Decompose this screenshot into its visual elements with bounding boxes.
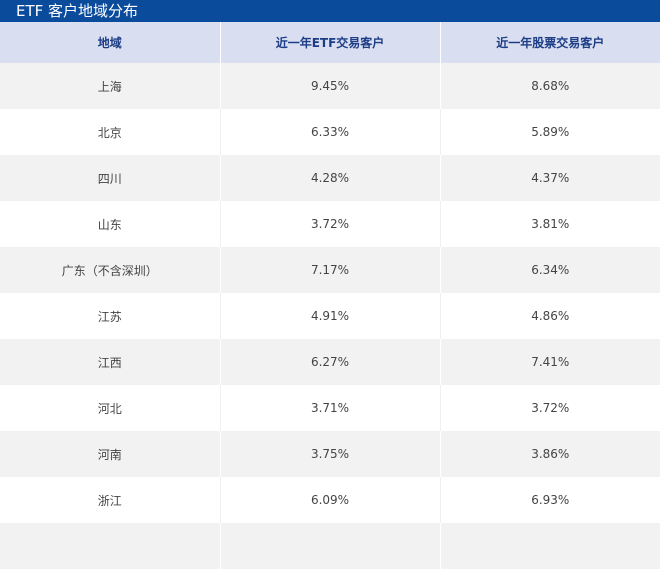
table-row: 北京 6.33% 5.89% xyxy=(0,109,660,155)
cell-region: 山东 xyxy=(0,201,221,247)
table-row: 河南 3.75% 3.86% xyxy=(0,431,660,477)
cell-etf: 6.27% xyxy=(220,339,441,385)
table-row-partial xyxy=(0,523,660,569)
region-distribution-table: 地域 近一年ETF交易客户 近一年股票交易客户 上海 9.45% 8.68% 北… xyxy=(0,22,660,569)
cell-etf: 3.75% xyxy=(220,431,441,477)
table-row: 山东 3.72% 3.81% xyxy=(0,201,660,247)
cell-stock xyxy=(440,523,660,569)
cell-region: 江苏 xyxy=(0,293,221,339)
cell-stock: 4.86% xyxy=(440,293,660,339)
cell-etf: 6.09% xyxy=(220,477,441,523)
cell-stock: 6.34% xyxy=(440,247,660,293)
header-row: 地域 近一年ETF交易客户 近一年股票交易客户 xyxy=(0,22,660,63)
table-row: 江苏 4.91% 4.86% xyxy=(0,293,660,339)
cell-etf xyxy=(220,523,441,569)
table-header: 地域 近一年ETF交易客户 近一年股票交易客户 xyxy=(0,22,660,63)
cell-region xyxy=(0,523,221,569)
cell-etf: 3.72% xyxy=(220,201,441,247)
table-row: 河北 3.71% 3.72% xyxy=(0,385,660,431)
cell-stock: 3.86% xyxy=(440,431,660,477)
cell-region: 江西 xyxy=(0,339,221,385)
table-row: 浙江 6.09% 6.93% xyxy=(0,477,660,523)
cell-region: 浙江 xyxy=(0,477,221,523)
cell-etf: 4.91% xyxy=(220,293,441,339)
cell-etf: 7.17% xyxy=(220,247,441,293)
cell-region: 上海 xyxy=(0,63,221,109)
table-body: 上海 9.45% 8.68% 北京 6.33% 5.89% 四川 4.28% 4… xyxy=(0,63,660,569)
cell-region: 河北 xyxy=(0,385,221,431)
cell-stock: 6.93% xyxy=(440,477,660,523)
header-region: 地域 xyxy=(0,22,221,63)
table-row: 广东（不含深圳） 7.17% 6.34% xyxy=(0,247,660,293)
cell-etf: 3.71% xyxy=(220,385,441,431)
cell-stock: 8.68% xyxy=(440,63,660,109)
cell-region: 广东（不含深圳） xyxy=(0,247,221,293)
table-row: 上海 9.45% 8.68% xyxy=(0,63,660,109)
cell-stock: 5.89% xyxy=(440,109,660,155)
cell-stock: 7.41% xyxy=(440,339,660,385)
cell-etf: 4.28% xyxy=(220,155,441,201)
cell-stock: 3.72% xyxy=(440,385,660,431)
header-etf-clients: 近一年ETF交易客户 xyxy=(220,22,441,63)
table-row: 四川 4.28% 4.37% xyxy=(0,155,660,201)
table-row: 江西 6.27% 7.41% xyxy=(0,339,660,385)
cell-stock: 4.37% xyxy=(440,155,660,201)
table-title: ETF 客户地域分布 xyxy=(0,0,660,22)
cell-stock: 3.81% xyxy=(440,201,660,247)
cell-etf: 9.45% xyxy=(220,63,441,109)
cell-etf: 6.33% xyxy=(220,109,441,155)
cell-region: 北京 xyxy=(0,109,221,155)
cell-region: 河南 xyxy=(0,431,221,477)
cell-region: 四川 xyxy=(0,155,221,201)
header-stock-clients: 近一年股票交易客户 xyxy=(440,22,660,63)
